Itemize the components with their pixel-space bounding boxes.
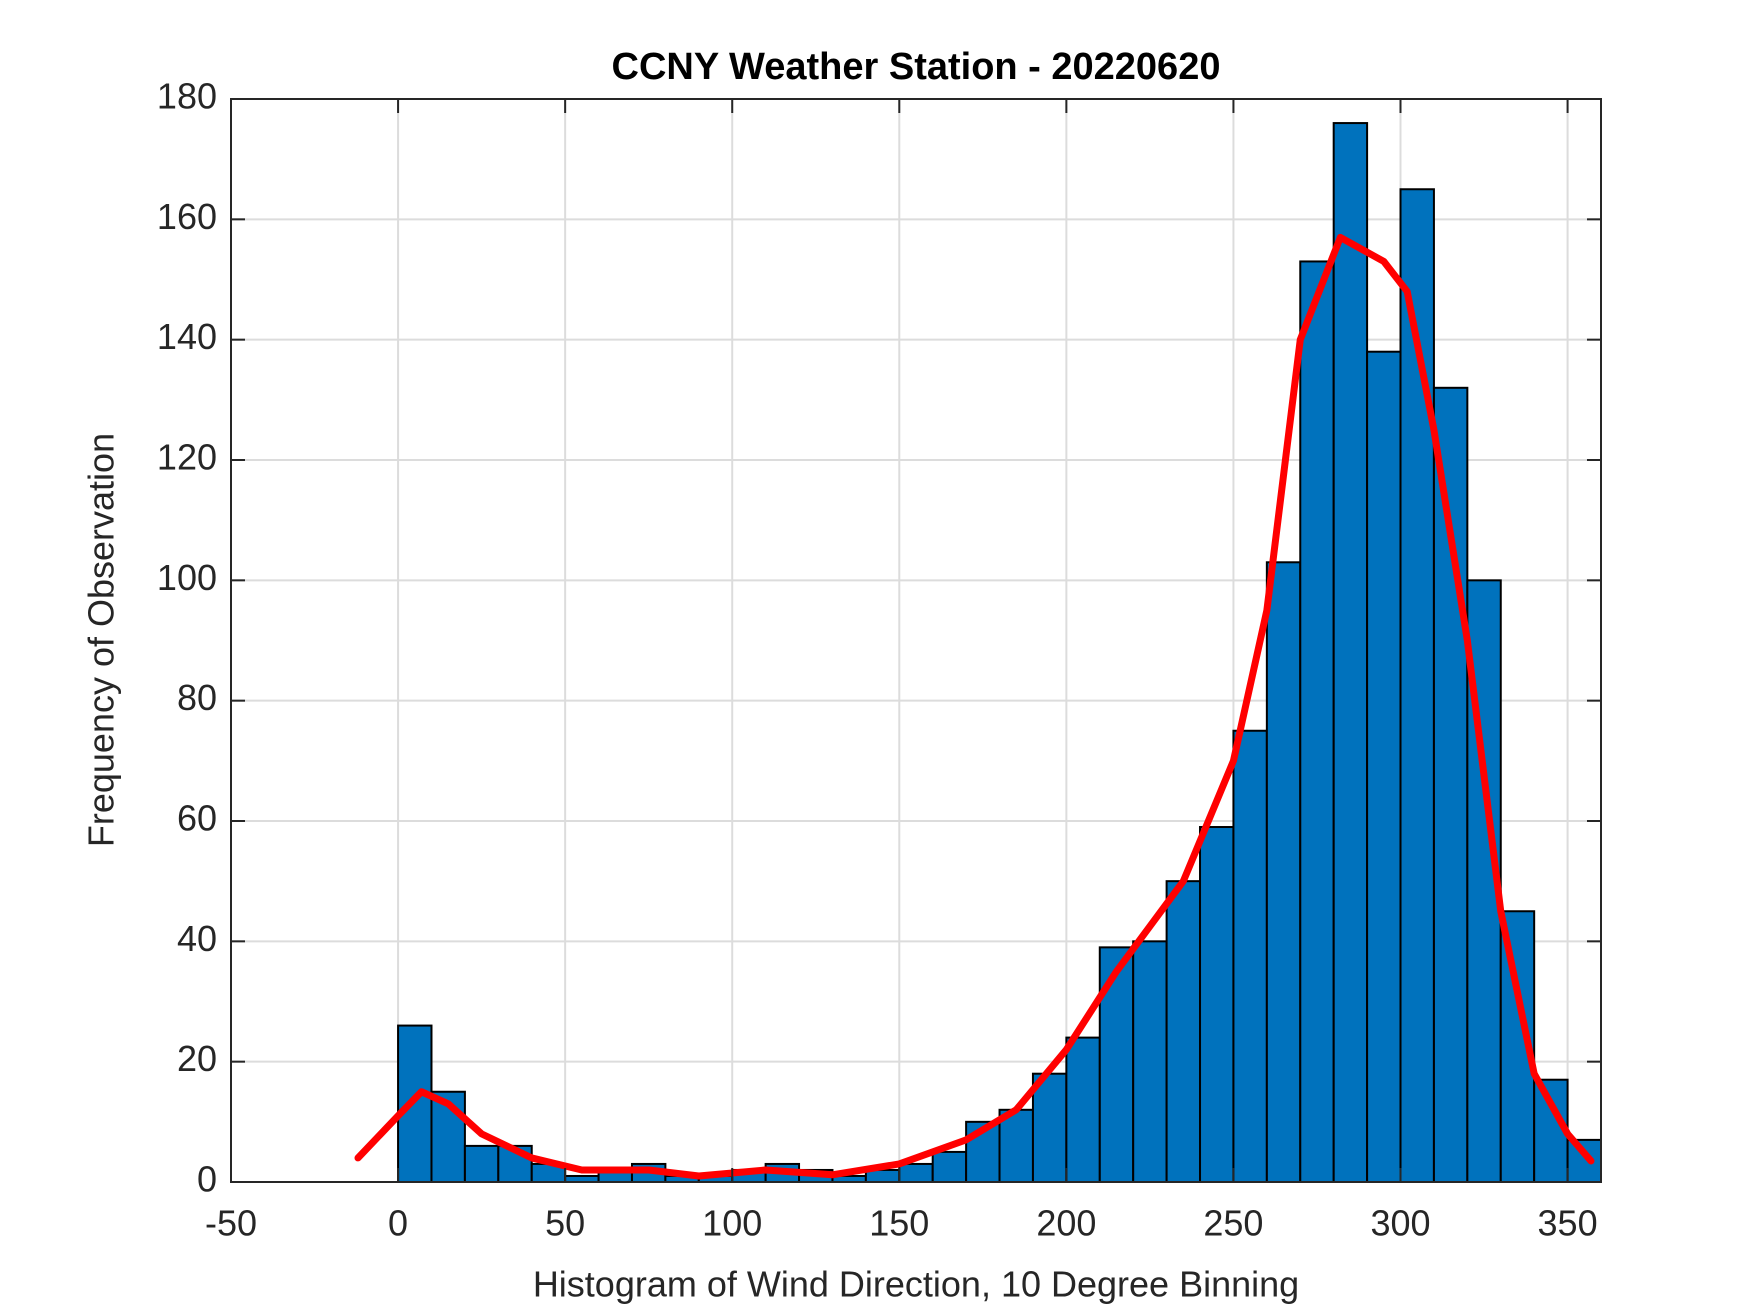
density-curve	[354, 233, 1595, 1180]
bar	[1098, 946, 1135, 1183]
x-tick-label: 250	[1203, 1203, 1263, 1244]
y-tick-label: 40	[177, 918, 217, 959]
bar	[1031, 1072, 1068, 1183]
chart-title: CCNY Weather Station - 20220620	[612, 46, 1221, 88]
x-tick-label: 100	[702, 1203, 762, 1244]
x-tick-label: 200	[1036, 1203, 1096, 1244]
x-tick-label: 350	[1538, 1203, 1598, 1244]
bar	[898, 1162, 934, 1183]
x-tick-label: 0	[388, 1203, 408, 1244]
bar	[1065, 1036, 1101, 1183]
y-tick-label: 100	[157, 557, 217, 598]
y-tick-label: 60	[177, 798, 217, 839]
bar	[998, 1108, 1034, 1184]
bar	[397, 1024, 433, 1183]
y-tick-label: 0	[197, 1159, 217, 1200]
x-tick-label: -50	[205, 1203, 257, 1244]
y-tick-label: 80	[177, 677, 217, 718]
bar	[1332, 122, 1369, 1184]
bar	[1366, 350, 1402, 1183]
bar	[463, 1144, 500, 1184]
bar	[1566, 1138, 1602, 1183]
y-axis-label: Frequency of Observation	[81, 433, 122, 847]
y-tick-label: 20	[177, 1038, 217, 1079]
x-tick-label: 300	[1370, 1203, 1430, 1244]
bar	[1299, 260, 1335, 1183]
bar	[1132, 940, 1168, 1183]
y-tick-label: 140	[157, 316, 217, 357]
bar	[1232, 729, 1268, 1183]
bar	[1165, 880, 1202, 1184]
y-tick-label: 180	[157, 76, 217, 117]
x-axis-label: Histogram of Wind Direction, 10 Degree B…	[533, 1264, 1299, 1305]
plot-frame	[230, 98, 1602, 1183]
y-tick-label: 120	[157, 437, 217, 478]
x-tick-label: 50	[545, 1203, 585, 1244]
bar	[1432, 386, 1469, 1183]
x-tick-label: 150	[869, 1203, 929, 1244]
bar	[1265, 561, 1302, 1183]
bar	[1199, 826, 1235, 1183]
bar	[931, 1150, 968, 1183]
y-tick-label: 160	[157, 196, 217, 237]
